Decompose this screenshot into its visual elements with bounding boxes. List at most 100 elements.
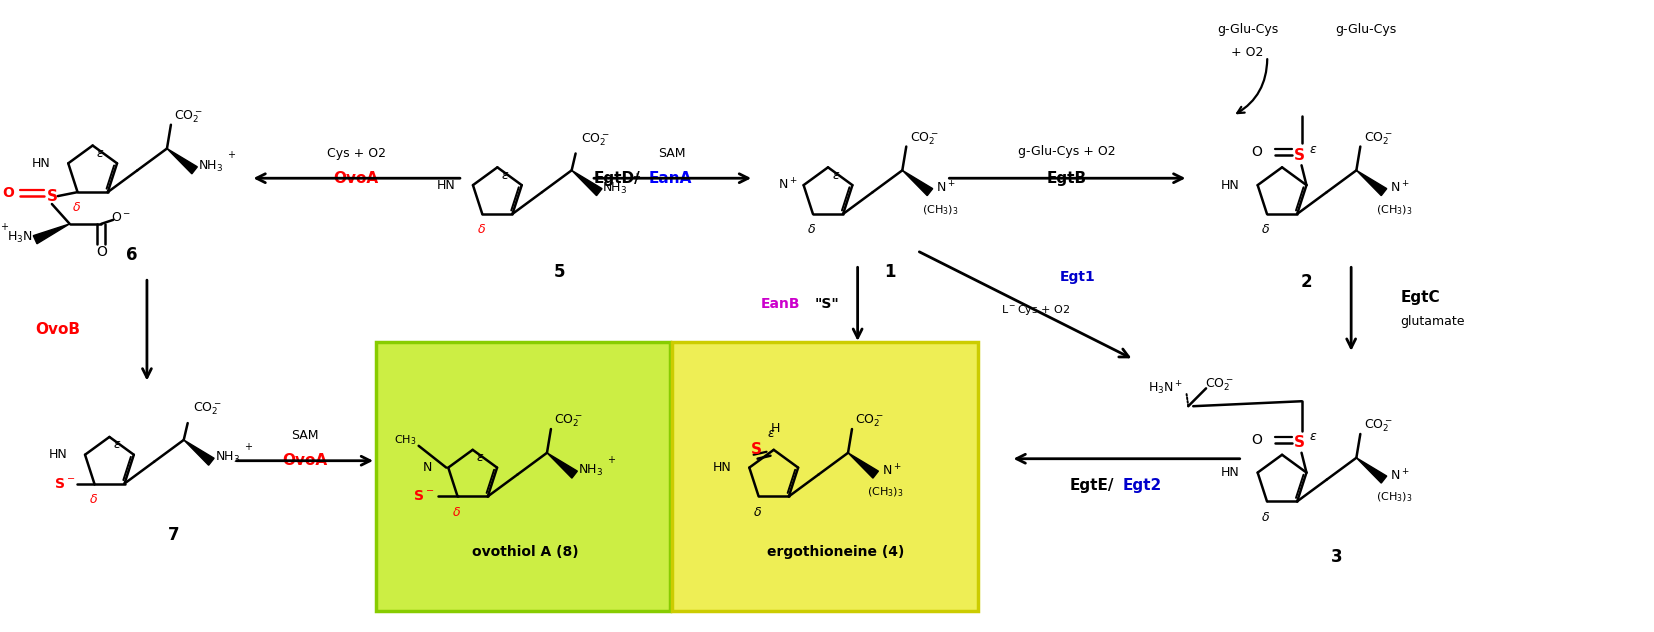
Text: 5: 5: [554, 264, 566, 281]
Text: ε: ε: [501, 169, 508, 182]
Text: O: O: [3, 186, 15, 200]
Text: CO$_2^-$: CO$_2^-$: [554, 413, 584, 429]
Text: +: +: [632, 173, 640, 182]
Text: (CH$_3$)$_3$: (CH$_3$)$_3$: [1376, 490, 1413, 504]
Polygon shape: [849, 453, 878, 478]
Text: L$^-$Cys + O2: L$^-$Cys + O2: [1001, 303, 1070, 317]
Text: S: S: [1293, 435, 1305, 451]
Text: CO$_2^-$: CO$_2^-$: [1363, 418, 1393, 434]
Text: δ: δ: [754, 506, 761, 519]
Text: EgtE/: EgtE/: [1070, 478, 1115, 493]
Text: g-Glu-Cys: g-Glu-Cys: [1217, 23, 1279, 36]
Text: CO$_2^-$: CO$_2^-$: [581, 131, 610, 148]
Text: HN: HN: [713, 461, 731, 474]
Text: S: S: [751, 442, 762, 458]
Text: ε: ε: [476, 451, 483, 465]
Bar: [375, 342, 670, 611]
Text: OvoA: OvoA: [334, 171, 379, 186]
Text: O: O: [1252, 145, 1262, 159]
Text: HN: HN: [1221, 179, 1240, 191]
Text: ε: ε: [98, 147, 104, 160]
Text: NH$_3$: NH$_3$: [602, 181, 629, 196]
Text: + O2: + O2: [1231, 46, 1264, 59]
Polygon shape: [547, 453, 577, 478]
Text: δ: δ: [89, 493, 98, 506]
Text: N$^+$: N$^+$: [777, 178, 797, 193]
Text: CO$_2^-$: CO$_2^-$: [1363, 130, 1393, 147]
Text: S: S: [1293, 148, 1305, 163]
Text: EgtB: EgtB: [1047, 171, 1087, 186]
Text: S$^-$: S$^-$: [55, 477, 76, 490]
Text: ε: ε: [114, 439, 121, 451]
Text: ε: ε: [1310, 430, 1317, 444]
Text: O: O: [1252, 433, 1262, 447]
Text: EanB: EanB: [761, 297, 801, 311]
Text: δ: δ: [809, 223, 815, 236]
Bar: [672, 342, 978, 611]
Text: CO$_2^-$: CO$_2^-$: [910, 130, 938, 147]
Text: 7: 7: [167, 526, 179, 544]
Text: CO$_2^-$: CO$_2^-$: [855, 413, 885, 429]
Text: N$^+$: N$^+$: [1389, 468, 1409, 483]
Text: δ: δ: [453, 506, 460, 519]
Text: EgtD/: EgtD/: [594, 171, 640, 186]
Text: O$^-$: O$^-$: [111, 212, 131, 224]
Polygon shape: [903, 171, 933, 196]
Text: δ: δ: [1262, 223, 1270, 236]
Text: HN: HN: [1221, 466, 1240, 479]
Text: NH$_3$: NH$_3$: [198, 159, 223, 174]
Text: NH$_3$: NH$_3$: [215, 450, 240, 465]
Text: ε: ε: [1310, 143, 1317, 156]
Text: NH$_3$: NH$_3$: [577, 463, 604, 478]
Text: CH$_3$: CH$_3$: [394, 433, 417, 447]
Text: OvoB: OvoB: [35, 322, 79, 337]
Text: H: H: [771, 422, 781, 435]
Text: N$^+$: N$^+$: [936, 181, 956, 196]
Text: (CH$_3$)$_3$: (CH$_3$)$_3$: [1376, 203, 1413, 217]
Text: Egt1: Egt1: [1060, 270, 1095, 284]
Text: Cys + O2: Cys + O2: [327, 147, 385, 160]
Text: ε: ε: [767, 427, 774, 441]
Text: HN: HN: [48, 448, 68, 461]
Text: glutamate: glutamate: [1401, 315, 1465, 329]
Text: SAM: SAM: [658, 147, 686, 160]
Text: EanA: EanA: [648, 171, 691, 186]
Text: +: +: [607, 455, 615, 465]
Text: OvoA: OvoA: [283, 453, 327, 468]
Text: O: O: [96, 245, 108, 258]
Text: SAM: SAM: [291, 429, 319, 442]
Text: H$_3$N: H$_3$N: [7, 230, 31, 245]
Text: δ: δ: [478, 223, 485, 236]
Polygon shape: [167, 149, 197, 174]
Polygon shape: [184, 440, 213, 465]
Polygon shape: [1356, 171, 1386, 196]
Text: H$_3$N$^+$: H$_3$N$^+$: [1148, 380, 1183, 397]
Text: N$^+$: N$^+$: [1389, 181, 1409, 196]
Text: CO$_2^-$: CO$_2^-$: [174, 109, 203, 125]
Text: "S": "S": [814, 297, 839, 311]
Text: ε: ε: [832, 169, 839, 182]
Text: δ: δ: [73, 202, 81, 214]
Text: 3: 3: [1330, 548, 1341, 566]
Text: S: S: [46, 188, 58, 204]
Text: (CH$_3$)$_3$: (CH$_3$)$_3$: [921, 203, 958, 217]
Text: HN: HN: [437, 179, 455, 191]
Text: g-Glu-Cys + O2: g-Glu-Cys + O2: [1019, 145, 1116, 158]
Text: ovothiol A (8): ovothiol A (8): [471, 545, 579, 559]
Polygon shape: [33, 224, 69, 244]
Text: 2: 2: [1302, 273, 1313, 291]
Text: 1: 1: [885, 264, 896, 281]
Polygon shape: [1356, 458, 1386, 483]
Text: +: +: [0, 222, 8, 232]
Text: N: N: [423, 461, 432, 474]
Text: (CH$_3$)$_3$: (CH$_3$)$_3$: [867, 485, 903, 499]
Text: CO$_2^-$: CO$_2^-$: [194, 401, 222, 418]
Text: EgtC: EgtC: [1401, 289, 1441, 305]
Text: HN: HN: [31, 157, 51, 170]
Text: +: +: [227, 150, 235, 161]
Text: Egt2: Egt2: [1121, 478, 1161, 493]
Text: 6: 6: [126, 246, 137, 264]
Text: +: +: [243, 442, 251, 452]
Text: δ: δ: [1262, 511, 1270, 524]
Text: g-Glu-Cys: g-Glu-Cys: [1335, 23, 1396, 36]
